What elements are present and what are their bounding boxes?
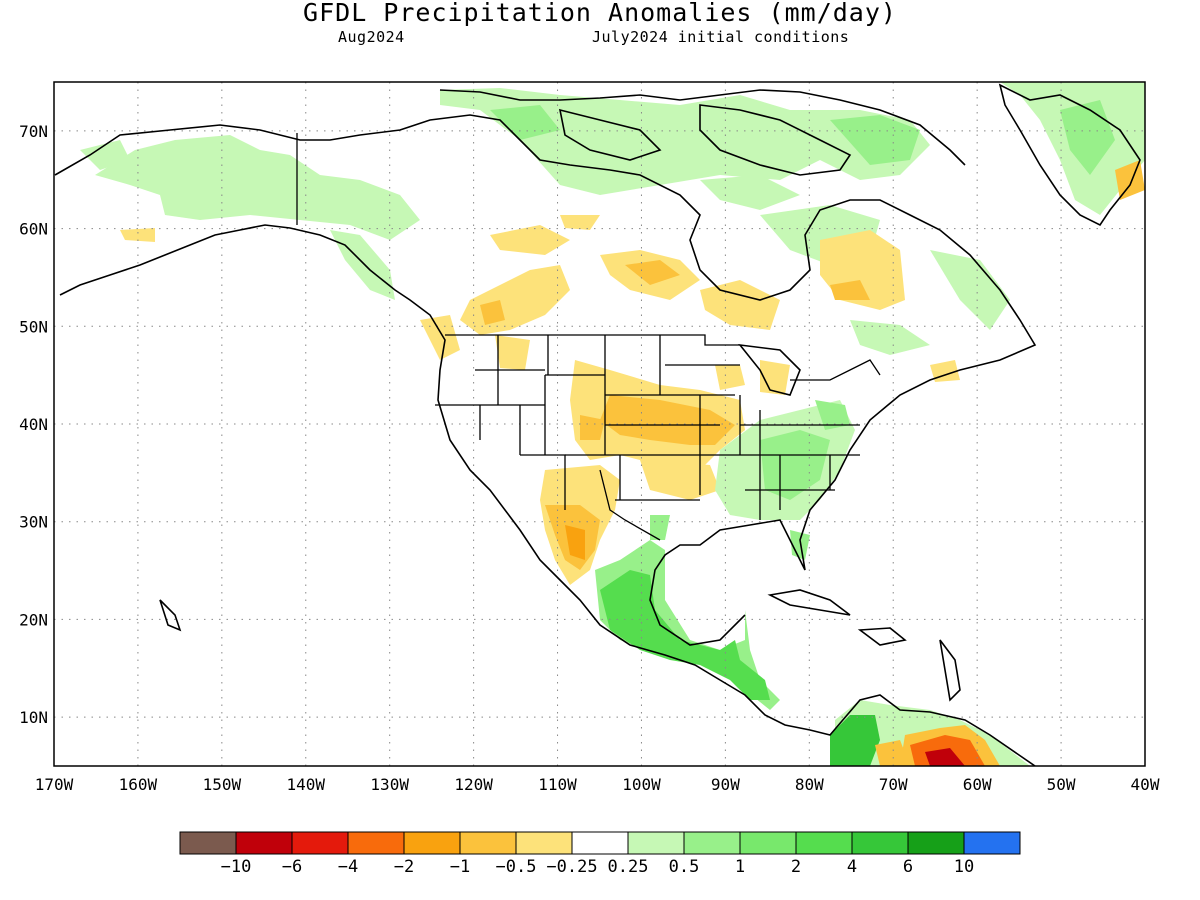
map-title: GFDL Precipitation Anomalies (mm/day) <box>303 0 897 27</box>
colorbar-swatch <box>683 831 741 855</box>
longitude-tick-label: 50W <box>1047 775 1076 794</box>
latitude-tick-label: 10N <box>19 708 48 727</box>
longitude-tick-label: 80W <box>795 775 824 794</box>
anomaly-layer <box>80 82 1145 766</box>
colorbar-swatch <box>291 831 349 855</box>
longitude-tick-label: 110W <box>538 775 577 794</box>
longitude-tick-label: 70W <box>879 775 908 794</box>
colorbar-swatch <box>347 831 405 855</box>
south-america-very-dry <box>925 748 965 766</box>
initial-conditions: July2024 initial conditions <box>592 28 850 46</box>
colorbar-swatch <box>571 831 629 855</box>
colorbar-label: −6 <box>281 857 303 877</box>
longitude-tick-label: 100W <box>622 775 661 794</box>
latitude-tick-label: 70N <box>19 122 48 141</box>
colorbar-label: −0.25 <box>546 857 598 877</box>
colorbar-swatch <box>907 831 965 855</box>
latitude-tick-label: 50N <box>19 317 48 336</box>
colorbar-swatch <box>403 831 461 855</box>
colorbar <box>179 831 1021 855</box>
longitude-labels: 170W 160W 150W 140W 130W 120W 110W 100W 90W 80W 70… <box>35 775 1160 794</box>
latitude-tick-label: 40N <box>19 415 48 434</box>
alaska-wet <box>95 135 420 240</box>
coastlines <box>54 83 1141 766</box>
longitude-tick-label: 90W <box>711 775 740 794</box>
colorbar-label: −10 <box>220 857 252 877</box>
colorbar-swatch <box>179 831 237 855</box>
colorbar-label: 6 <box>902 857 914 877</box>
colorbar-swatch <box>235 831 293 855</box>
mexico-central-america-wet <box>600 570 770 700</box>
colorbar-label: −1 <box>449 857 471 877</box>
colorbar-label: 4 <box>846 857 858 877</box>
longitude-tick-label: 150W <box>203 775 242 794</box>
map-frame <box>53 81 1146 767</box>
longitude-tick-label: 120W <box>454 775 493 794</box>
colorbar-label: 1 <box>734 857 746 877</box>
colorbar-label: 10 <box>953 857 975 877</box>
colorbar-swatch <box>627 831 685 855</box>
longitude-tick-label: 160W <box>119 775 158 794</box>
colorbar-label: −0.5 <box>495 857 537 877</box>
longitude-tick-label: 60W <box>963 775 992 794</box>
longitude-tick-label: 130W <box>370 775 409 794</box>
longitude-tick-label: 40W <box>1131 775 1160 794</box>
latitude-tick-label: 60N <box>19 220 48 239</box>
colorbar-swatch <box>851 831 909 855</box>
latitude-labels: 10N 20N 30N 40N 50N 60N 70N <box>19 122 48 727</box>
canada-dry <box>490 225 570 255</box>
colorbar-label: 0.5 <box>668 857 700 877</box>
longitude-tick-label: 170W <box>35 775 74 794</box>
colorbar-label: 2 <box>790 857 802 877</box>
colorbar-label: −4 <box>337 857 359 877</box>
longitude-tick-label: 140W <box>287 775 326 794</box>
colorbar-label: 0.25 <box>607 857 649 877</box>
colorbar-label: −2 <box>393 857 415 877</box>
colorbar-swatch <box>515 831 573 855</box>
political-borders <box>296 133 881 541</box>
colorbar-swatch <box>795 831 853 855</box>
forecast-month: Aug2024 <box>338 28 405 46</box>
colorbar-swatch <box>963 831 1021 855</box>
colorbar-swatch <box>739 831 797 855</box>
colorbar-swatch <box>459 831 517 855</box>
latitude-tick-label: 30N <box>19 513 48 532</box>
canada-north-wet <box>440 88 930 195</box>
latitude-tick-label: 20N <box>19 610 48 629</box>
south-america-wet <box>830 715 880 766</box>
